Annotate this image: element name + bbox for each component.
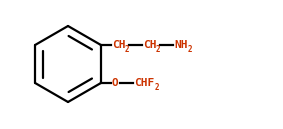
Text: CH: CH (143, 40, 156, 50)
Text: CH: CH (112, 40, 125, 50)
Text: 2: 2 (155, 83, 160, 91)
Text: O: O (112, 78, 119, 88)
Text: CHF: CHF (134, 78, 154, 88)
Text: 2: 2 (156, 45, 160, 54)
Text: 2: 2 (188, 45, 192, 54)
Text: NH: NH (174, 40, 187, 50)
Text: 2: 2 (125, 45, 130, 54)
